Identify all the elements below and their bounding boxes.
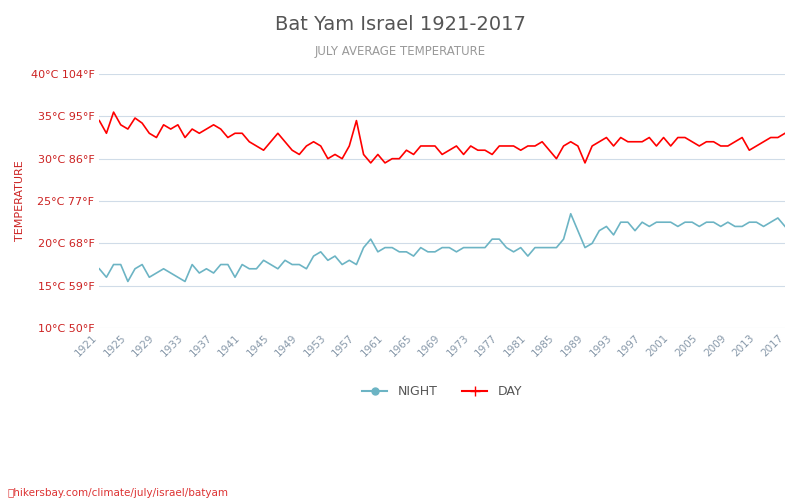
- Text: Bat Yam Israel 1921-2017: Bat Yam Israel 1921-2017: [274, 15, 526, 34]
- Text: 📍hikersbay.com/climate/july/israel/batyam: 📍hikersbay.com/climate/july/israel/batya…: [8, 488, 229, 498]
- Legend: NIGHT, DAY: NIGHT, DAY: [358, 380, 527, 403]
- Y-axis label: TEMPERATURE: TEMPERATURE: [15, 160, 25, 242]
- Text: JULY AVERAGE TEMPERATURE: JULY AVERAGE TEMPERATURE: [314, 45, 486, 58]
